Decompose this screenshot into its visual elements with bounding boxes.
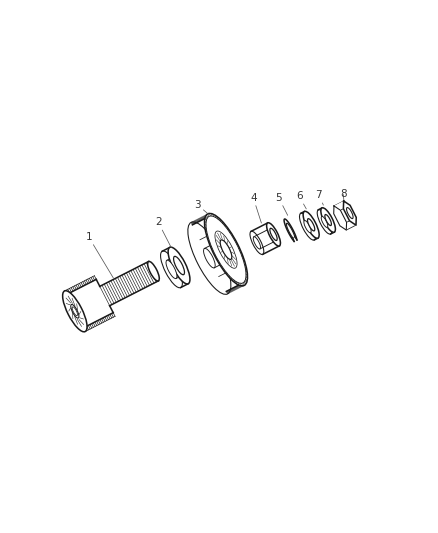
- Ellipse shape: [220, 240, 232, 260]
- Ellipse shape: [321, 216, 328, 228]
- Ellipse shape: [173, 256, 184, 274]
- Ellipse shape: [205, 213, 247, 286]
- Ellipse shape: [303, 211, 319, 238]
- Polygon shape: [346, 217, 356, 230]
- Ellipse shape: [215, 231, 237, 268]
- Text: 8: 8: [340, 190, 346, 200]
- Ellipse shape: [206, 216, 246, 284]
- Ellipse shape: [304, 221, 311, 233]
- Ellipse shape: [72, 307, 78, 316]
- Text: 2: 2: [155, 217, 171, 247]
- Ellipse shape: [346, 207, 353, 219]
- Ellipse shape: [307, 219, 315, 231]
- Polygon shape: [284, 219, 297, 241]
- Ellipse shape: [161, 251, 182, 288]
- Ellipse shape: [317, 209, 332, 234]
- Text: 6: 6: [296, 191, 306, 209]
- Polygon shape: [340, 221, 356, 230]
- Text: 1: 1: [85, 232, 113, 278]
- Ellipse shape: [204, 248, 215, 268]
- Text: 3: 3: [194, 200, 208, 214]
- Polygon shape: [343, 201, 356, 225]
- Polygon shape: [334, 201, 350, 210]
- Ellipse shape: [188, 222, 231, 294]
- Polygon shape: [67, 279, 113, 328]
- Ellipse shape: [325, 214, 332, 225]
- Ellipse shape: [300, 213, 315, 240]
- Ellipse shape: [270, 228, 277, 240]
- Polygon shape: [162, 247, 190, 287]
- Ellipse shape: [253, 237, 261, 249]
- Ellipse shape: [148, 261, 159, 281]
- Ellipse shape: [168, 247, 190, 284]
- Text: 7: 7: [315, 190, 323, 205]
- Polygon shape: [340, 205, 356, 222]
- Polygon shape: [318, 208, 336, 234]
- Polygon shape: [192, 216, 246, 292]
- Ellipse shape: [267, 223, 280, 246]
- Polygon shape: [301, 211, 319, 240]
- Ellipse shape: [71, 304, 79, 318]
- Polygon shape: [100, 262, 159, 306]
- Ellipse shape: [321, 208, 336, 232]
- Text: 5: 5: [276, 193, 288, 215]
- Polygon shape: [334, 201, 344, 214]
- Ellipse shape: [63, 290, 87, 332]
- Polygon shape: [334, 209, 350, 226]
- Text: 4: 4: [250, 193, 261, 223]
- Polygon shape: [334, 206, 346, 230]
- Ellipse shape: [250, 231, 264, 254]
- Polygon shape: [251, 223, 280, 254]
- Ellipse shape: [166, 260, 177, 279]
